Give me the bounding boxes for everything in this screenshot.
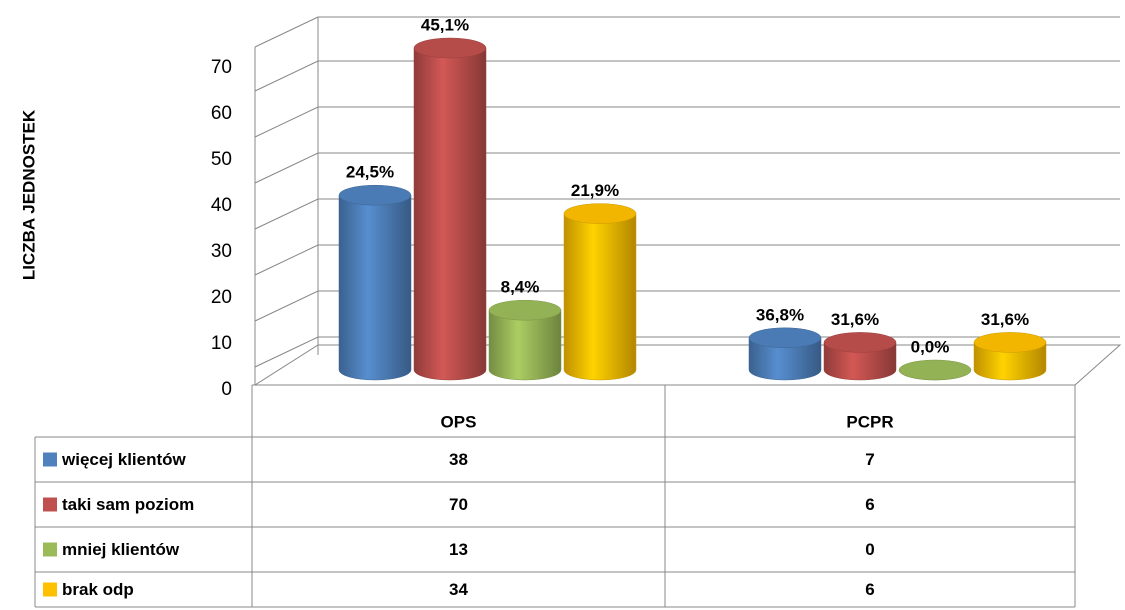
cylinder-top xyxy=(488,299,562,321)
cylinder-top xyxy=(413,37,487,59)
percent-label: 31,6% xyxy=(831,310,879,329)
y-axis-label: LICZBA JEDNOSTEK xyxy=(19,109,38,280)
percent-label: 24,5% xyxy=(346,163,394,182)
grid-line xyxy=(254,106,1120,138)
cylinder xyxy=(338,194,412,381)
cylinder-top xyxy=(338,184,412,206)
wall-top xyxy=(254,16,319,48)
table-header: PCPR xyxy=(846,412,893,431)
table-value: 13 xyxy=(449,540,468,559)
grid-line xyxy=(254,290,1120,322)
cylinder xyxy=(973,342,1047,381)
y-tick-label: 60 xyxy=(211,103,232,124)
cylinder-top xyxy=(748,327,822,349)
grid-line xyxy=(254,198,1120,230)
floor xyxy=(254,344,1122,386)
percent-label: 21,9% xyxy=(571,181,619,200)
cylinder-top xyxy=(973,332,1047,353)
y-tick-label: 10 xyxy=(211,333,232,354)
y-tick-label: 50 xyxy=(211,149,232,170)
cylinder xyxy=(563,213,637,381)
percent-label: 0,0% xyxy=(911,337,950,356)
cylinder xyxy=(748,337,822,381)
y-tick-label: 0 xyxy=(221,379,232,400)
y-tick-label: 30 xyxy=(211,241,232,262)
back-wall xyxy=(255,17,318,385)
y-tick-label: 40 xyxy=(211,195,232,216)
cylinder xyxy=(488,309,562,381)
legend-label: taki sam poziom xyxy=(62,495,194,514)
legend-swatch xyxy=(43,452,57,467)
cylinder-top xyxy=(823,332,897,353)
table-value: 38 xyxy=(449,450,468,469)
table-value: 70 xyxy=(449,495,468,514)
table-value: 6 xyxy=(865,580,874,599)
percent-label: 31,6% xyxy=(981,310,1029,329)
table-value: 34 xyxy=(449,580,468,599)
y-tick-label: 70 xyxy=(211,57,232,78)
percent-label: 45,1% xyxy=(421,15,469,34)
cylinder xyxy=(823,342,897,381)
percent-label: 8,4% xyxy=(501,278,540,297)
legend-label: brak odp xyxy=(62,580,134,599)
grid-line xyxy=(254,152,1120,184)
grid-line xyxy=(254,60,1120,92)
table-value: 6 xyxy=(865,495,874,514)
legend-swatch xyxy=(43,582,57,597)
cylinder-top xyxy=(898,359,972,381)
table-header: OPS xyxy=(441,412,477,431)
table-value: 0 xyxy=(865,540,874,559)
percent-label: 36,8% xyxy=(756,305,804,324)
legend-label: więcej klientów xyxy=(61,450,187,469)
table-value: 7 xyxy=(865,450,874,469)
y-tick-label: 20 xyxy=(211,287,232,308)
cylinder xyxy=(413,47,487,381)
legend-label: mniej klientów xyxy=(62,540,180,559)
legend-swatch xyxy=(43,542,57,557)
grid-line xyxy=(254,244,1120,276)
cylinder-top xyxy=(563,203,637,224)
legend-swatch xyxy=(43,497,57,512)
